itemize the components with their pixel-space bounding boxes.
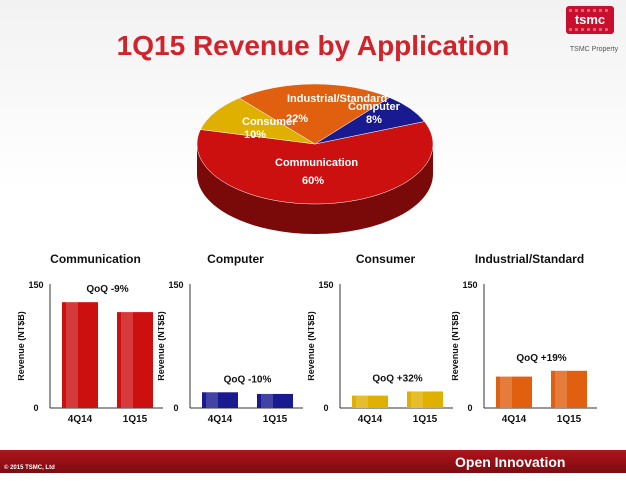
panel-title-industrial: Industrial/Standard — [474, 252, 585, 266]
bar-highlight — [121, 312, 133, 408]
qoq-annotation: QoQ +19% — [516, 353, 566, 364]
bar-4Q14 — [496, 376, 532, 408]
pie-pct-consumer: 10% — [244, 129, 266, 141]
y-tick-label: 150 — [318, 280, 333, 290]
x-tick-label: 4Q14 — [208, 414, 233, 425]
copyright-text: © 2015 TSMC, Ltd — [4, 465, 55, 471]
x-tick-label: 1Q15 — [123, 414, 148, 425]
slide-title: 1Q15 Revenue by Application — [116, 30, 510, 61]
bar-highlight — [500, 376, 512, 408]
bar-1Q15 — [551, 370, 587, 408]
pie-side — [197, 144, 433, 234]
pie-slice-industrial — [238, 83, 391, 145]
pie-label-industrial: Industrial/Standard — [287, 93, 387, 105]
bar-1Q15 — [117, 312, 153, 408]
x-tick-label: 4Q14 — [68, 414, 93, 425]
bar-chart-industrial: 150 0 Revenue (NT$B) 4Q14 1Q15 QoQ +19% — [452, 280, 597, 425]
bar-highlight — [555, 370, 567, 408]
bar-highlight — [206, 392, 218, 408]
qoq-annotation: QoQ -10% — [224, 374, 272, 385]
bar-highlight — [356, 395, 368, 408]
panel-title-consumer: Consumer — [355, 252, 416, 266]
panel-title-computer: Computer — [207, 252, 264, 266]
pie-slice-computer — [314, 97, 425, 145]
panel-computer: Computer 150 0 Revenue (NT$B) 4Q14 1Q15 QoQ -… — [158, 252, 313, 444]
x-tick-label: 4Q14 — [502, 414, 527, 425]
bar-4Q14 — [352, 395, 388, 408]
pie-chart: Consumer 10% Industrial/Standard 22% Com… — [196, 83, 434, 234]
panel-communication: Communication 150 0 Revenue (NT$B) 4Q14 1Q15… — [18, 252, 173, 444]
pie-slice-communication — [196, 121, 434, 205]
panel-industrial: Industrial/Standard 150 0 Revenue (NT$B) 4Q… — [452, 252, 607, 444]
y-tick-label: 150 — [462, 280, 477, 290]
bar-highlight — [66, 302, 78, 408]
bar-chart-consumer: 150 0 Revenue (NT$B) 4Q14 1Q15 QoQ +32% — [308, 280, 453, 425]
x-tick-label: 1Q15 — [413, 414, 438, 425]
y-axis-label: Revenue (NT$B) — [18, 311, 26, 381]
y-tick-label: 0 — [33, 403, 38, 413]
footer-bar — [0, 450, 626, 473]
qoq-annotation: QoQ +32% — [372, 373, 422, 384]
pie-pct-communication: 60% — [302, 175, 324, 187]
logo-text: tsmc — [575, 12, 605, 27]
pie-label-communication: Communication — [275, 157, 358, 169]
pie-pct-computer: 8% — [366, 114, 382, 126]
panel-consumer: Consumer 150 0 Revenue (NT$B) 4Q14 1Q15 QoQ +… — [308, 252, 463, 444]
bar-1Q15 — [257, 393, 293, 408]
bar-chart-communication: 150 0 Revenue (NT$B) 4Q14 1Q15 QoQ -9% — [18, 280, 163, 425]
bar-highlight — [411, 391, 423, 408]
pie-label-consumer: Consumer — [242, 116, 297, 128]
x-tick-label: 1Q15 — [263, 414, 288, 425]
x-tick-label: 4Q14 — [358, 414, 383, 425]
y-tick-label: 150 — [168, 280, 183, 290]
y-tick-label: 0 — [173, 403, 178, 413]
y-tick-label: 0 — [467, 403, 472, 413]
bar-highlight — [261, 393, 273, 408]
bar-4Q14 — [62, 302, 98, 408]
bar-4Q14 — [202, 392, 238, 408]
pie-top — [196, 83, 434, 205]
bar-chart-computer: 150 0 Revenue (NT$B) 4Q14 1Q15 QoQ -10% — [158, 280, 303, 425]
panel-title-communication: Communication — [50, 252, 141, 266]
pie-label-computer: Computer — [348, 101, 401, 113]
pie-slice-consumer — [200, 97, 316, 145]
x-tick-label: 1Q15 — [557, 414, 582, 425]
platform-text: Open Innovation Platform® — [455, 454, 566, 486]
pie-depth — [197, 144, 433, 234]
y-tick-label: 150 — [28, 280, 43, 290]
y-axis-label: Revenue (NT$B) — [158, 311, 166, 381]
y-tick-label: 0 — [323, 403, 328, 413]
y-axis-label: Revenue (NT$B) — [452, 311, 460, 381]
tsmc-logo: tsmc — [566, 6, 614, 34]
property-label: TSMC Property — [569, 46, 619, 53]
y-axis-label: Revenue (NT$B) — [308, 311, 316, 381]
pie-pct-industrial: 22% — [286, 113, 308, 125]
bar-1Q15 — [407, 391, 443, 408]
qoq-annotation: QoQ -9% — [86, 284, 128, 295]
